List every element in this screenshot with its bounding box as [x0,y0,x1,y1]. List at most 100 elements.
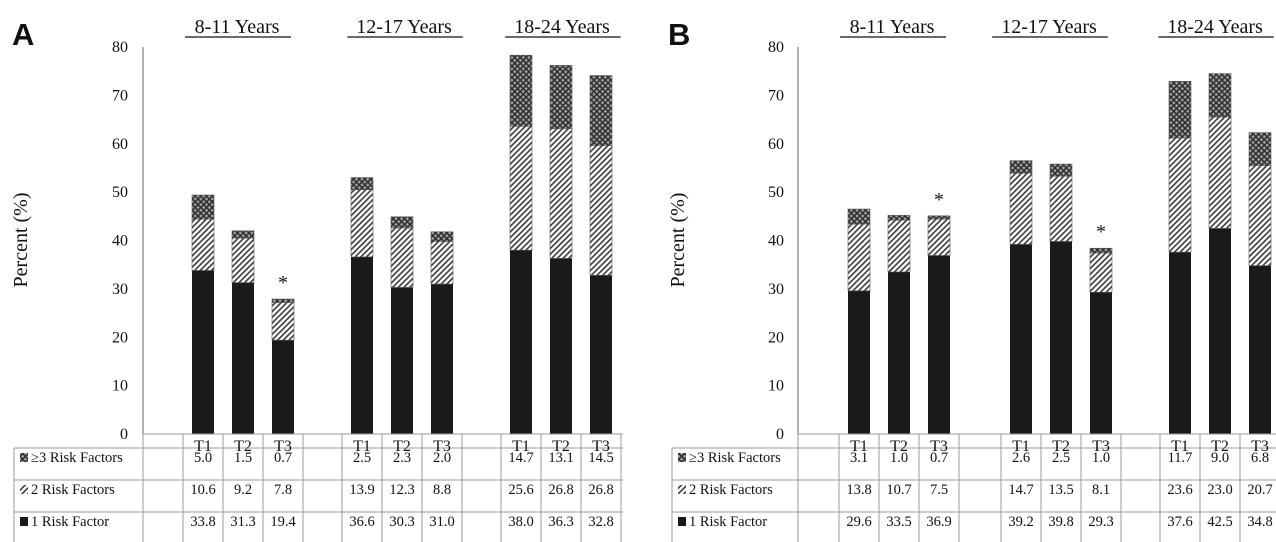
table-cell: 12.3 [389,482,414,498]
x-tick-label: T2 [552,438,570,455]
y-tick-label: 30 [768,281,784,298]
bar-segment [271,302,295,341]
bar-segment [847,208,871,225]
legend-label: 1 Risk Factor [31,514,109,530]
bar-segment [1009,160,1033,174]
bar-segment [1208,73,1232,118]
legend-label: 1 Risk Factor [689,514,767,530]
bar-segment [888,271,910,434]
table-cell: 23.0 [1207,482,1232,498]
bar-segment [1009,172,1033,245]
y-tick-label: 60 [768,136,784,153]
panel-b: B Percent (%) 0 10 20 30 40 50 60 70 80 8-11 Years 1… [667,16,1276,542]
y-tick-label: 0 [120,426,128,443]
bar-segment [1248,165,1272,266]
table-cell: 25.6 [508,482,533,498]
table-cell: 42.5 [1207,514,1232,530]
legend-swatch [678,485,686,494]
x-tick-label: T3 [274,438,292,455]
table-cell: 36.9 [926,514,951,530]
table-cell: 2.0 [433,450,451,466]
x-tick-label: T2 [1211,438,1229,455]
legend-swatch [20,517,28,526]
bar-segment [391,287,413,434]
bar-segment [1010,244,1032,434]
bar-segment [430,231,454,242]
table-cell: 11.7 [1168,450,1193,466]
table-cell: 2.6 [1012,450,1030,466]
legend-label: 2 Risk Factors [31,482,115,498]
x-tick-label: T3 [592,438,610,455]
bar-segment [1168,137,1192,253]
bar-segment [430,241,454,285]
bar-segment [1090,292,1112,434]
bar-segment [927,215,951,220]
table-cell: 13.8 [846,482,871,498]
group-label: 8-11 Years [195,16,280,38]
bar-segment [509,54,533,127]
y-tick-label: 50 [112,184,128,201]
bar-segment [351,256,373,434]
legend-swatch [678,453,686,462]
legend-label: 2 Risk Factors [689,482,773,498]
table-cell: 7.8 [274,482,292,498]
table-cell: 10.6 [190,482,215,498]
panel-letter: A [12,17,34,52]
table-cell: 26.8 [588,482,613,498]
x-tick-label: T1 [512,438,530,455]
y-tick-label: 60 [112,136,128,153]
x-tick-label: T3 [1251,438,1269,455]
bar-segment [191,218,215,271]
table-cell: 39.8 [1048,514,1073,530]
table-cell: 1.0 [890,450,908,466]
y-tick-label: 10 [768,378,784,395]
table-cell: 33.5 [886,514,911,530]
legend-swatch [20,453,28,462]
table-cell: 8.1 [1092,482,1110,498]
panel-letter: B [668,17,690,52]
bar-segment [927,218,951,256]
y-tick-label: 20 [768,329,784,346]
table-cell: 19.4 [270,514,296,530]
table-cell: 33.8 [190,514,215,530]
table-cell: 2.3 [393,450,411,466]
table-cell: 30.3 [389,514,414,530]
bar-segment [887,219,911,273]
bar-segment [509,126,533,251]
bar-segment [350,177,374,191]
x-tick-label: T2 [1052,438,1070,455]
table-cell: 9.2 [234,482,252,498]
y-tick-label: 40 [112,233,128,250]
table-cell: 34.8 [1247,514,1272,530]
table-cell: 14.7 [508,450,533,466]
table-cell: 1.0 [1092,450,1110,466]
legend-swatch [678,517,686,526]
table-cell: 36.6 [349,514,374,530]
bar-segment [231,230,255,239]
table-cell: 39.2 [1008,514,1033,530]
bar-segment [589,75,613,146]
bar-segment [192,270,214,434]
table-cell: 14.7 [1008,482,1033,498]
bar-segment [928,255,950,434]
table-cell: 13.5 [1048,482,1073,498]
panel-a: A Percent (%) 0 10 20 30 40 50 60 70 80 8-11 Years 1… [10,16,623,542]
x-tick-label: T2 [234,438,252,455]
table-cell: 14.5 [588,450,613,466]
table-cell: 26.8 [548,482,573,498]
x-tick-label: T3 [1092,438,1110,455]
x-tick-label: T3 [433,438,451,455]
group-label: 12-17 Years [356,16,452,38]
bar-segment [272,340,294,434]
y-tick-label: 30 [112,281,128,298]
legend-label: ≥3 Risk Factors [689,450,781,466]
table-cell: 29.6 [846,514,871,530]
x-tick-label: T2 [393,438,411,455]
group-label: 12-17 Years [1001,16,1097,38]
group-label: 8-11 Years [850,16,935,38]
bar-segment [1248,132,1272,166]
bar-segment [550,258,572,434]
bar-segment [1208,116,1232,229]
bar-segment [232,282,254,434]
